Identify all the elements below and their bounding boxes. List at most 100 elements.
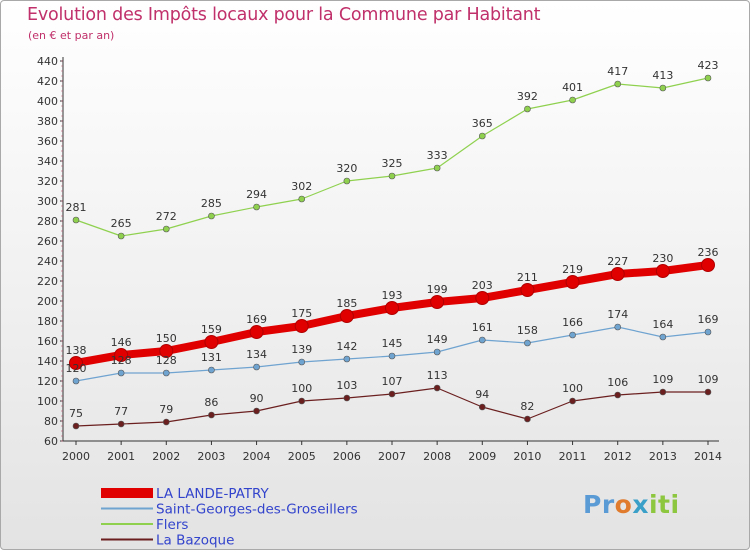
data-point <box>388 352 396 360</box>
data-label: 134 <box>246 348 267 361</box>
data-label: 120 <box>66 362 87 375</box>
data-label: 159 <box>201 323 222 336</box>
data-point <box>343 394 351 402</box>
y-tick-label: 420 <box>37 75 58 88</box>
data-label: 169 <box>698 313 719 326</box>
data-point <box>478 132 486 140</box>
data-label: 320 <box>336 162 357 175</box>
logo-part-1: Pr <box>583 490 615 519</box>
data-label: 150 <box>156 332 177 345</box>
data-point <box>208 411 215 419</box>
y-tick-label: 300 <box>37 195 58 208</box>
x-tick-label: 2006 <box>333 450 361 463</box>
data-label: 100 <box>291 382 312 395</box>
y-tick-label: 180 <box>37 315 58 328</box>
data-point <box>162 225 170 233</box>
data-point <box>253 363 260 371</box>
data-label: 417 <box>607 65 628 78</box>
data-point <box>704 328 712 336</box>
data-point <box>704 74 712 82</box>
data-label: 185 <box>336 297 357 310</box>
data-label: 164 <box>652 318 673 331</box>
y-tick-label: 340 <box>37 155 58 168</box>
y-tick-label: 440 <box>37 55 58 68</box>
y-tick-label: 240 <box>37 255 58 268</box>
data-point <box>433 164 441 172</box>
data-point <box>614 391 622 399</box>
data-label: 142 <box>336 340 357 353</box>
data-point <box>72 216 80 224</box>
data-point <box>385 301 399 315</box>
data-point <box>117 420 125 428</box>
y-tick-label: 80 <box>44 415 58 428</box>
data-label: 100 <box>562 382 583 395</box>
data-point <box>159 344 174 358</box>
x-tick-label: 2012 <box>604 450 632 463</box>
data-point <box>524 105 531 113</box>
data-point <box>298 397 306 405</box>
data-label: 107 <box>382 375 403 388</box>
data-point <box>433 384 441 392</box>
data-label: 174 <box>607 308 628 321</box>
data-label: 138 <box>66 344 87 357</box>
data-point <box>69 356 83 370</box>
data-point <box>524 339 531 347</box>
data-label: 77 <box>114 405 128 418</box>
data-label: 413 <box>652 69 673 82</box>
data-point <box>204 335 219 349</box>
y-tick-label: 360 <box>37 135 58 148</box>
data-label: 106 <box>607 376 628 389</box>
x-tick-label: 2009 <box>468 450 496 463</box>
data-point <box>294 319 309 333</box>
data-point <box>388 172 396 180</box>
data-label: 325 <box>382 157 403 170</box>
data-label: 128 <box>156 354 177 367</box>
data-label: 131 <box>201 351 222 364</box>
y-tick-label: 200 <box>37 295 58 308</box>
data-point <box>478 336 486 344</box>
data-point <box>162 369 170 377</box>
data-label: 175 <box>291 307 312 320</box>
data-label: 401 <box>562 81 583 94</box>
legend-label: Saint-Georges-des-Groseillers <box>156 502 358 518</box>
data-point <box>569 331 576 339</box>
data-label: 79 <box>159 403 173 416</box>
data-label: 149 <box>427 333 448 346</box>
data-point <box>478 403 486 411</box>
y-tick-label: 280 <box>37 215 58 228</box>
x-tick-label: 2002 <box>152 450 180 463</box>
data-point <box>208 366 215 374</box>
data-point <box>659 388 667 396</box>
data-label: 128 <box>111 354 132 367</box>
data-label: 199 <box>427 283 448 296</box>
data-point <box>117 232 125 240</box>
data-label: 333 <box>427 149 448 162</box>
data-label: 94 <box>475 388 489 401</box>
data-point <box>388 390 396 398</box>
data-label: 211 <box>517 271 538 284</box>
x-tick-label: 2011 <box>559 450 587 463</box>
data-label: 75 <box>69 407 83 420</box>
y-tick-label: 100 <box>37 395 58 408</box>
legend-label: LA LANDE-PATRY <box>156 486 270 502</box>
x-tick-label: 2013 <box>649 450 677 463</box>
data-point <box>208 212 215 220</box>
y-tick-label: 380 <box>37 115 58 128</box>
data-label: 86 <box>204 396 218 409</box>
x-tick-label: 2003 <box>197 450 225 463</box>
y-tick-label: 220 <box>37 275 58 288</box>
data-point <box>569 96 576 104</box>
data-label: 423 <box>698 59 719 72</box>
data-label: 265 <box>111 217 132 230</box>
data-point <box>704 388 712 396</box>
y-tick-label: 260 <box>37 235 58 248</box>
data-label: 392 <box>517 90 538 103</box>
data-label: 109 <box>698 373 719 386</box>
data-point <box>659 84 667 92</box>
data-label: 227 <box>607 255 628 268</box>
data-point <box>610 267 625 281</box>
data-point <box>433 348 441 356</box>
x-tick-label: 2004 <box>243 450 271 463</box>
data-label: 302 <box>291 180 312 193</box>
